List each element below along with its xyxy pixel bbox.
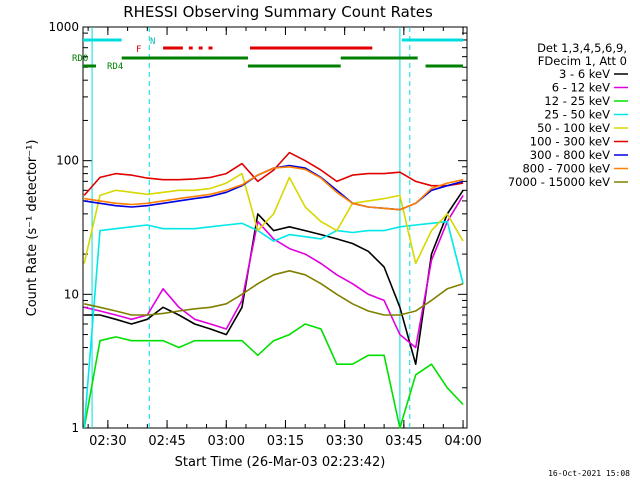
y-tick-label: 10 (64, 287, 79, 301)
y-tick-label: 100 (56, 154, 79, 168)
footer-timestamp: 16-Oct-2021 15:08 (548, 469, 630, 478)
series-line-2 (83, 323, 464, 429)
x-tick-label: 03:30 (326, 434, 363, 449)
series-line-7 (84, 166, 464, 211)
x-tick-label: 03:00 (208, 434, 245, 449)
flag-label-rd0: RD0 (72, 54, 88, 64)
x-tick-label: 02:45 (148, 434, 185, 449)
y-tick-label: 1000 (48, 20, 79, 34)
flag-bars: NF RD0 RD4 (72, 27, 464, 428)
legend-label-6: 300 - 800 keV (530, 148, 610, 162)
y-axis-label: Count Rate (s⁻¹ detector⁻¹) (25, 140, 40, 317)
x-axis: 02:30 02:45 03:00 03:15 03:30 03:45 04:00 (87, 27, 482, 449)
x-tick-label: 03:45 (385, 434, 422, 449)
legend-label-8: 7000 - 15000 keV (508, 175, 610, 189)
legend-header-line-2: FDecim 1, Att 0 (538, 54, 627, 68)
series-line-0 (84, 189, 464, 366)
series-line-5 (83, 151, 464, 196)
series-line-1 (84, 194, 464, 349)
legend-label-1: 6 - 12 keV (552, 81, 610, 95)
series-lines (83, 151, 464, 429)
x-tick-label: 04:00 (444, 434, 481, 449)
legend: Det 1,3,4,5,6,9, FDecim 1, Att 0 3 - 6 k… (508, 41, 628, 189)
chart-title: RHESSI Observing Summary Count Rates (123, 3, 433, 21)
x-tick-label: 03:15 (267, 434, 304, 449)
flag-label-f: F (136, 45, 141, 55)
legend-label-3: 25 - 50 keV (544, 108, 610, 122)
series-line-8 (84, 269, 464, 316)
y-axis: 1 10 100 1000 (48, 20, 467, 435)
y-tick-label: 1 (71, 421, 79, 435)
x-tick-label: 02:30 (89, 434, 126, 449)
legend-label-0: 3 - 6 keV (559, 67, 610, 81)
x-axis-label: Start Time (26-Mar-03 02:23:42) (175, 455, 386, 470)
legend-header-line-1: Det 1,3,4,5,6,9, (537, 41, 627, 55)
legend-label-4: 50 - 100 keV (537, 121, 610, 135)
plot-area: 1 10 100 1000 02:30 02:45 03:00 03:15 03:30 03:4… (48, 20, 481, 449)
plot-frame (82, 26, 468, 429)
flag-label-rd4: RD4 (107, 62, 123, 72)
series-line-4 (83, 172, 464, 265)
legend-label-7: 800 - 7000 keV (522, 162, 610, 176)
legend-label-5: 100 - 300 keV (530, 135, 610, 149)
series-line-3 (83, 220, 464, 429)
flag-label-n: N (150, 37, 155, 47)
legend-label-2: 12 - 25 keV (544, 94, 610, 108)
